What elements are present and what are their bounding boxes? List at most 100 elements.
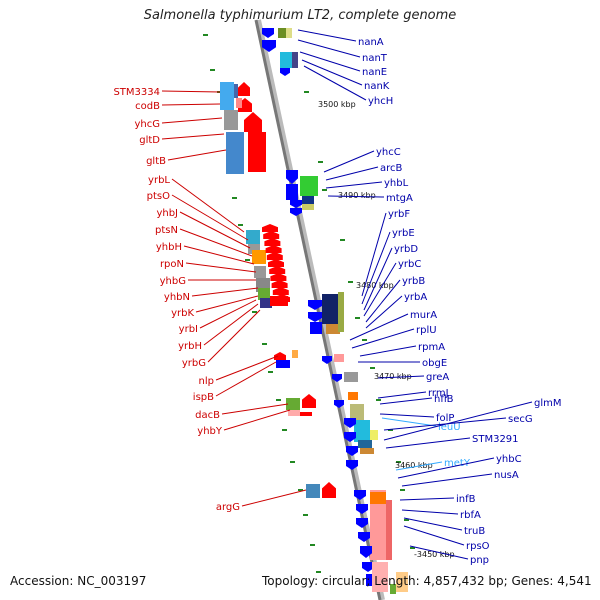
gene-arrow-minus: [344, 432, 356, 442]
gene-label-nanT[interactable]: nanT: [362, 53, 388, 64]
gene-label-yhbN[interactable]: yhbN: [164, 292, 190, 303]
gene-block: [236, 98, 242, 108]
gene-label-yrbI[interactable]: yrbI: [179, 324, 198, 335]
gene-label-argG[interactable]: argG: [216, 502, 240, 513]
gene-label-yhbY[interactable]: yhbY: [197, 426, 223, 437]
gene-label-yrbC[interactable]: yrbC: [398, 259, 421, 270]
gene-label-metY[interactable]: metY: [444, 458, 471, 469]
leader-line: [167, 149, 227, 161]
gene-label-rbfA[interactable]: rbfA: [460, 510, 481, 521]
gene-block: [286, 28, 292, 38]
gene-label-leuU[interactable]: leuU: [438, 422, 461, 433]
gene-label-rplU[interactable]: rplU: [416, 325, 437, 336]
gene-label-yrbD[interactable]: yrbD: [394, 244, 418, 255]
leader-line: [379, 413, 435, 418]
gene-label-yrbB[interactable]: yrbB: [402, 276, 425, 287]
gene-label-ptsO[interactable]: ptsO: [147, 191, 170, 202]
gene-label-murA[interactable]: murA: [410, 310, 437, 321]
gene-block: [286, 398, 300, 410]
gene-label-nusA[interactable]: nusA: [494, 470, 519, 481]
gene-arrow-plus: [270, 273, 287, 281]
leader-line: [349, 313, 409, 341]
leader-line: [383, 401, 533, 441]
gene-block: [252, 250, 266, 264]
gene-label-secG[interactable]: secG: [508, 414, 533, 425]
gene-label-yrbG[interactable]: yrbG: [182, 358, 206, 369]
gene-block: [220, 82, 234, 110]
leader-line: [207, 309, 261, 363]
gene-block: [254, 266, 266, 278]
gene-label-yrbK[interactable]: yrbK: [171, 308, 194, 319]
gene-block: [260, 298, 272, 308]
gene-arrow-minus: [346, 460, 358, 470]
gene-block: [292, 52, 298, 68]
gene-label-yrbA[interactable]: yrbA: [404, 292, 427, 303]
gene-label-nanE[interactable]: nanE: [362, 67, 387, 78]
gene-label-greA[interactable]: greA: [426, 372, 449, 383]
gene-label-nanK[interactable]: nanK: [364, 81, 390, 92]
gene-label-obgE[interactable]: obgE: [422, 358, 447, 369]
gene-label-yhbC[interactable]: yhbC: [496, 454, 522, 465]
gene-block: [276, 360, 290, 368]
gene-label-yhbG[interactable]: yhbG: [160, 276, 186, 287]
leader-line: [379, 397, 433, 405]
gene-label-mtgA[interactable]: mtgA: [386, 193, 413, 204]
gene-label-rpmA[interactable]: rpmA: [418, 342, 445, 353]
gene-arrow-minus: [346, 446, 358, 456]
leader-line: [161, 103, 221, 106]
gene-arrow-minus: [354, 490, 366, 500]
leader-line: [171, 194, 249, 241]
gene-label-truB[interactable]: truB: [464, 526, 485, 537]
gene-label-ptsN[interactable]: ptsN: [155, 225, 178, 236]
gene-block: [248, 244, 260, 254]
gene-label-pnp[interactable]: pnp: [470, 555, 489, 566]
gene-label-yhbL[interactable]: yhbL: [384, 178, 409, 189]
gene-label-ispB[interactable]: ispB: [193, 392, 214, 403]
leader-line: [381, 417, 437, 427]
gene-arrow-plus: [268, 259, 284, 267]
gene-label-infB[interactable]: infB: [456, 494, 476, 505]
gene-label-yrbH[interactable]: yrbH: [178, 341, 202, 352]
gene-arrow-plus: [262, 224, 278, 232]
gene-label-yrbL[interactable]: yrbL: [148, 175, 170, 186]
gene-label-yhbH[interactable]: yhbH: [156, 242, 182, 253]
gene-label-rpoN[interactable]: rpoN: [160, 259, 184, 270]
gene-label-rpsO[interactable]: rpsO: [466, 541, 490, 552]
leader-line: [365, 279, 401, 323]
gene-label-gltD[interactable]: gltD: [139, 135, 160, 146]
gene-label-STM3291[interactable]: STM3291: [472, 434, 519, 445]
gene-arrow-plus: [264, 238, 281, 246]
gene-block: [226, 132, 244, 174]
gene-label-hflB[interactable]: hflB: [434, 394, 454, 405]
gene-label-dacB[interactable]: dacB: [195, 410, 220, 421]
leader-line: [215, 361, 277, 397]
gene-label-yhcG[interactable]: yhcG: [134, 119, 160, 130]
gene-block: [288, 410, 300, 416]
scale-label: 3460 kbp: [395, 461, 433, 470]
gene-label-yhcH[interactable]: yhcH: [368, 96, 393, 107]
gene-label-glmM[interactable]: glmM: [534, 398, 562, 409]
gene-label-rrmJ[interactable]: rrmJ: [428, 388, 449, 399]
gene-label-yrbF[interactable]: yrbF: [388, 209, 410, 220]
gene-arrow-minus: [360, 546, 372, 558]
leader-line: [215, 355, 279, 381]
gene-arrow-minus: [308, 300, 322, 310]
gene-label-folP[interactable]: folP: [436, 413, 454, 424]
gene-label-yhbJ[interactable]: yhbJ: [156, 208, 178, 219]
gene-features: [220, 28, 408, 594]
gene-label-nanA[interactable]: nanA: [358, 37, 384, 48]
gene-block: [258, 288, 270, 300]
gene-label-yrbE[interactable]: yrbE: [392, 228, 415, 239]
leader-line: [361, 231, 391, 305]
gene-label-yhcC[interactable]: yhcC: [376, 147, 401, 158]
gene-block: [390, 584, 396, 594]
gene-label-nlp[interactable]: nlp: [199, 376, 214, 387]
gene-label-gltB[interactable]: gltB: [146, 156, 166, 167]
gene-label-STM3334[interactable]: STM3334: [113, 87, 160, 98]
leader-line: [403, 517, 463, 531]
gene-arrow-minus: [290, 200, 302, 208]
gene-block: [370, 492, 386, 504]
gene-block: [350, 404, 364, 420]
gene-label-codB[interactable]: codB: [135, 101, 160, 112]
gene-label-arcB[interactable]: arcB: [380, 163, 403, 174]
